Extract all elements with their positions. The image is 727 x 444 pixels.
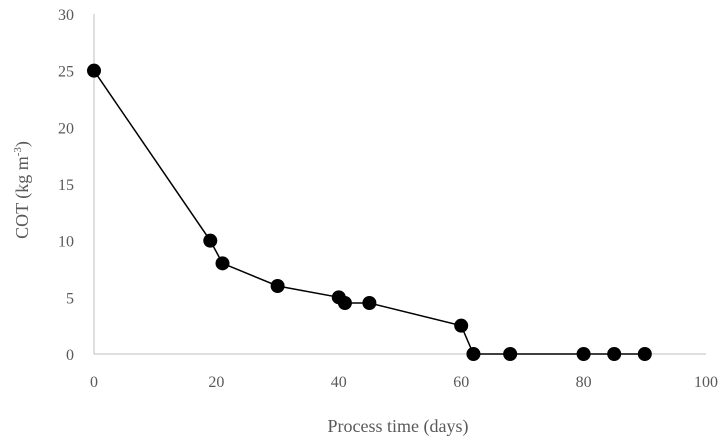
x-axis-title: Process time (days) [328, 416, 469, 437]
y-axis-title: COT (kg m-3) [12, 141, 33, 239]
x-tick-label: 100 [694, 374, 718, 391]
y-tick-label: 10 [58, 234, 74, 251]
series-line [93, 70, 645, 355]
y-axis-title-superscript: -3 [12, 147, 24, 157]
data-point [503, 347, 518, 361]
x-tick-label: 40 [331, 374, 347, 391]
x-tick-label: 0 [90, 374, 98, 391]
data-point [607, 347, 622, 361]
y-tick-label: 0 [66, 347, 74, 364]
data-point [203, 233, 218, 248]
x-tick-label: 60 [453, 374, 469, 391]
y-tick-label: 20 [58, 120, 74, 137]
data-point [362, 296, 377, 310]
x-tick-label: 80 [576, 374, 592, 391]
data-point [270, 279, 285, 293]
data-point [87, 63, 101, 78]
y-tick-label: 15 [58, 177, 74, 194]
data-point [576, 347, 591, 361]
y-tick-labels: 0 5 10 15 20 25 30 [58, 7, 74, 364]
x-tick-labels: 0 20 40 60 80 100 [90, 374, 718, 391]
data-point [466, 347, 481, 361]
x-tick-label: 20 [208, 374, 224, 391]
y-tick-label: 30 [58, 7, 74, 24]
y-axis-title-suffix: ) [12, 141, 33, 147]
data-point [215, 256, 230, 271]
y-axis-title-prefix: COT (kg m [12, 156, 33, 239]
data-point [337, 296, 352, 310]
y-tick-label: 25 [58, 64, 74, 81]
y-tick-label: 5 [66, 290, 74, 307]
axes [93, 14, 706, 355]
data-point [454, 318, 469, 333]
data-point [637, 347, 652, 361]
series-layer [87, 63, 652, 361]
